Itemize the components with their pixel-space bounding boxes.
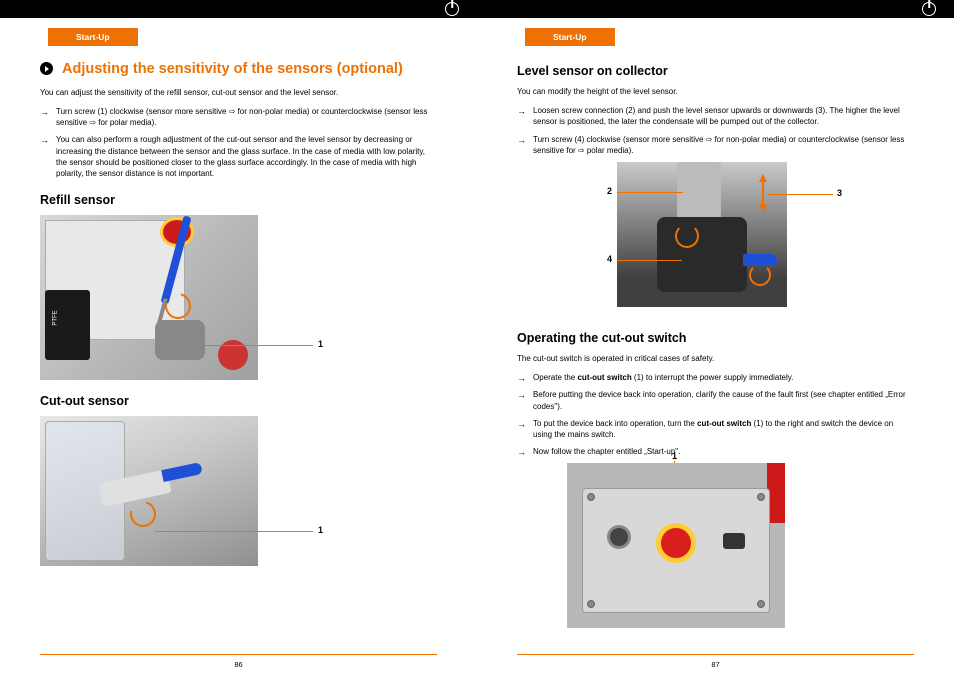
- bold-text: cut-out switch: [697, 419, 751, 428]
- callout-3: 3: [837, 188, 842, 198]
- level-heading: Level sensor on collector: [517, 64, 914, 78]
- bullet-item: Before putting the device back into oper…: [517, 389, 914, 411]
- callout-2: 2: [607, 186, 612, 196]
- main-title: Adjusting the sensitivity of the sensors…: [40, 60, 437, 79]
- text: (1) to interrupt the power supply immedi…: [632, 373, 794, 382]
- callout-4: 4: [607, 254, 612, 264]
- content-left: Adjusting the sensitivity of the sensors…: [40, 0, 437, 566]
- callout-line: [188, 345, 313, 346]
- main-title-text: Adjusting the sensitivity of the sensors…: [62, 61, 403, 77]
- bullet-item: Now follow the chapter entitled „Start-u…: [517, 446, 914, 457]
- section-tab: Start-Up: [525, 28, 615, 46]
- text: To put the device back into operation, t…: [533, 419, 697, 428]
- chevron-right-icon: [40, 62, 53, 75]
- top-bar: [477, 0, 954, 18]
- bullet-item: You can also perform a rough adjustment …: [40, 134, 437, 179]
- level-photo: [617, 162, 787, 307]
- switch-intro: The cut-out switch is operated in critic…: [517, 353, 914, 364]
- level-bullets: Loosen screw connection (2) and push the…: [517, 105, 914, 156]
- refill-heading: Refill sensor: [40, 193, 437, 207]
- refill-photo: [40, 215, 258, 380]
- callout-num: 1: [318, 339, 323, 349]
- level-intro: You can modify the height of the level s…: [517, 86, 914, 97]
- level-figure: 2 3 4: [517, 162, 914, 317]
- bullet-item: Loosen screw connection (2) and push the…: [517, 105, 914, 127]
- cutout-photo: [40, 416, 258, 566]
- page-right: Start-Up Level sensor on collector You c…: [477, 0, 954, 677]
- callout-line: [617, 192, 683, 193]
- cutout-heading: Cut-out sensor: [40, 394, 437, 408]
- bullet-item: Turn screw (4) clockwise (sensor more se…: [517, 134, 914, 156]
- bullet-item: Operate the cut-out switch (1) to interr…: [517, 372, 914, 383]
- callout-line: [617, 260, 682, 261]
- footer-rule: [517, 654, 914, 655]
- callout-num: 1: [318, 525, 323, 535]
- switch-photo: [567, 463, 785, 628]
- page-number: 87: [477, 660, 954, 669]
- cutout-figure: 1: [40, 416, 437, 566]
- switch-bullets: Operate the cut-out switch (1) to interr…: [517, 372, 914, 457]
- intro-text: You can adjust the sensitivity of the re…: [40, 87, 437, 98]
- bold-text: cut-out switch: [577, 373, 631, 382]
- callout-1: 1: [672, 451, 677, 461]
- page-number: 86: [0, 660, 477, 669]
- callout-line: [767, 194, 833, 195]
- refill-figure: 1: [40, 215, 437, 380]
- content-right: Level sensor on collector You can modify…: [517, 0, 914, 628]
- switch-heading: Operating the cut-out switch: [517, 331, 914, 345]
- power-icon: [922, 2, 936, 16]
- text: Operate the: [533, 373, 577, 382]
- footer-rule: [40, 654, 437, 655]
- page-left: Start-Up Adjusting the sensitivity of th…: [0, 0, 477, 677]
- bullet-item: To put the device back into operation, t…: [517, 418, 914, 440]
- power-icon: [445, 2, 459, 16]
- section-tab: Start-Up: [48, 28, 138, 46]
- bullet-list: Turn screw (1) clockwise (sensor more se…: [40, 106, 437, 179]
- top-bar: [0, 0, 477, 18]
- switch-figure: 1: [517, 463, 914, 628]
- callout-line: [155, 531, 313, 532]
- bullet-item: Turn screw (1) clockwise (sensor more se…: [40, 106, 437, 128]
